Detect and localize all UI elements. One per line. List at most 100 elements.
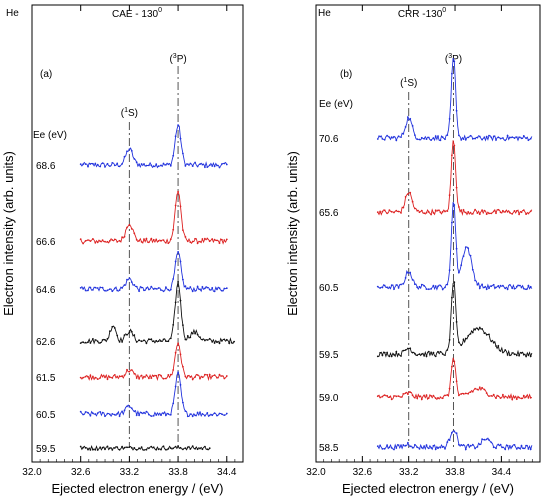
data-point [92, 412, 94, 415]
data-point [458, 206, 460, 208]
data-point [409, 347, 412, 350]
data-point [135, 285, 138, 288]
data-point [381, 210, 384, 213]
data-point [409, 117, 412, 120]
data-point [441, 288, 444, 291]
data-point [216, 414, 218, 417]
data-point [96, 287, 99, 289]
data-point [511, 445, 514, 448]
data-point [148, 338, 150, 340]
data-point [502, 446, 504, 449]
data-point [383, 284, 386, 287]
data-point [94, 162, 97, 165]
data-point [397, 210, 400, 213]
data-point [390, 447, 393, 449]
data-point [128, 223, 131, 226]
data-point [143, 375, 145, 378]
data-point [488, 212, 490, 215]
data-point [386, 134, 388, 137]
data-point [94, 339, 97, 341]
data-point [478, 326, 481, 329]
data-point [390, 136, 393, 139]
data-point [213, 412, 216, 414]
data-point [196, 285, 199, 288]
data-point [458, 271, 460, 274]
data-point [189, 413, 192, 415]
x-tick-label: 32.6 [353, 467, 373, 478]
data-point [476, 327, 479, 330]
data-point [99, 165, 102, 168]
data-point [376, 445, 379, 448]
data-point [165, 163, 167, 166]
data-point [208, 288, 211, 291]
data-point [228, 342, 231, 345]
data-point [111, 449, 114, 451]
data-point [96, 378, 99, 380]
data-point [199, 447, 201, 450]
data-point [106, 162, 109, 165]
x-tick-label: 33.2 [399, 467, 419, 478]
y-axis-label: Electron intensity (arb. units) [1, 151, 16, 316]
data-point [145, 237, 148, 240]
data-point [101, 446, 104, 449]
data-point [140, 446, 143, 448]
data-point [189, 162, 192, 165]
data-point [390, 210, 393, 213]
data-point [437, 350, 439, 353]
data-point [152, 446, 155, 449]
data-point [388, 209, 391, 212]
data-point [179, 205, 182, 208]
data-point [444, 286, 446, 289]
series-label: 65.6 [319, 208, 339, 219]
data-point [506, 211, 509, 213]
data-point [423, 212, 425, 215]
data-point [191, 445, 194, 447]
data-point [518, 447, 520, 449]
data-point [504, 395, 507, 398]
data-point [483, 332, 486, 335]
data-point [388, 355, 391, 358]
data-point [393, 211, 395, 214]
series-label: 59.0 [319, 393, 339, 404]
data-point [206, 237, 209, 240]
data-point [451, 221, 453, 224]
data-point [525, 213, 527, 216]
data-point [518, 354, 520, 357]
data-point [82, 341, 84, 344]
data-point [143, 339, 145, 342]
data-point [455, 380, 458, 383]
data-point [420, 398, 423, 401]
data-point [196, 165, 199, 168]
data-point [478, 287, 481, 290]
data-point [395, 284, 398, 286]
data-point [453, 60, 456, 63]
data-point [177, 124, 180, 126]
data-point [169, 164, 172, 167]
data-point [191, 378, 194, 381]
data-point [167, 374, 170, 376]
data-point [490, 441, 493, 444]
data-point [204, 445, 206, 448]
data-point [397, 353, 400, 355]
data-point [174, 135, 177, 138]
data-point [527, 139, 530, 142]
data-point [94, 448, 97, 451]
data-point [179, 260, 182, 263]
data-point [400, 283, 402, 286]
data-point [430, 446, 432, 449]
data-point [116, 289, 119, 292]
data-point [116, 412, 119, 415]
data-point [79, 342, 82, 344]
data-point [177, 190, 180, 193]
data-point [121, 163, 123, 165]
data-point [432, 444, 435, 447]
data-point [179, 384, 182, 386]
data-point [471, 390, 474, 393]
data-point [126, 150, 128, 153]
data-point [128, 148, 131, 151]
data-point [82, 242, 84, 245]
data-point [87, 341, 89, 343]
data-point [407, 393, 409, 395]
data-point [121, 236, 123, 239]
data-point [506, 354, 509, 356]
